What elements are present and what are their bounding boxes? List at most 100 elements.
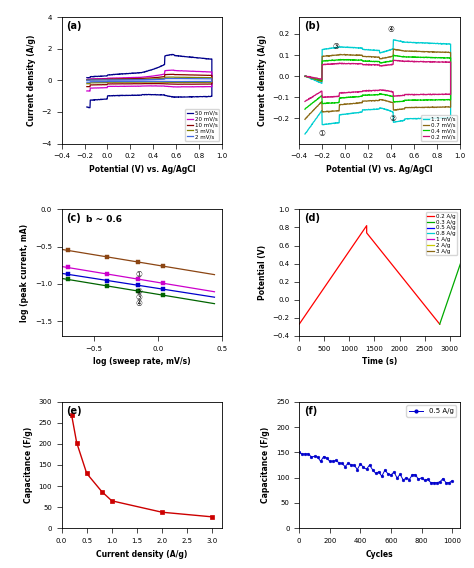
20 mV/s (84, 87, 90, 94)
20 mV/s (144, 82, 150, 89)
5 mV/s (189, 79, 194, 86)
2 mV/s (174, 78, 180, 85)
Line: 0.7 mV/s: 0.7 mV/s (305, 49, 451, 119)
5 mV/s (100, 76, 105, 83)
X-axis label: Cycles: Cycles (366, 549, 393, 558)
Text: (f): (f) (304, 406, 317, 416)
0.7 mV/s (361, 98, 366, 105)
5 mV/s (84, 77, 90, 83)
Line: 10 mV/s: 10 mV/s (87, 74, 212, 87)
0.4 mV/s (302, 73, 308, 80)
1.1 mV/s (302, 131, 308, 137)
0.2 mV/s (366, 87, 372, 94)
Text: (d): (d) (304, 213, 320, 223)
Text: ②: ② (390, 114, 397, 123)
10 mV/s (182, 81, 188, 87)
2 mV/s (189, 78, 194, 85)
5 mV/s (87, 80, 92, 87)
0.2 A/g (437, 321, 443, 328)
50 mV/s (118, 92, 124, 99)
Line: 2 mV/s: 2 mV/s (87, 78, 212, 82)
0.2 mV/s (392, 57, 398, 64)
Text: b ~ 0.6: b ~ 0.6 (86, 215, 122, 224)
0.7 mV/s (302, 73, 308, 80)
0.3 A/g (441, 307, 447, 314)
10 mV/s (189, 81, 194, 87)
0.2 A/g (388, 260, 393, 266)
1.1 mV/s (366, 106, 372, 113)
Line: 0.4 mV/s: 0.4 mV/s (305, 55, 451, 109)
50 mV/s (100, 73, 105, 80)
X-axis label: Potential (V) vs. Ag/AgCl: Potential (V) vs. Ag/AgCl (89, 165, 195, 174)
5 mV/s (169, 74, 175, 81)
Legend: 1.1 mV/s, 0.7 mV/s, 0.4 mV/s, 0.2 mV/s: 1.1 mV/s, 0.7 mV/s, 0.4 mV/s, 0.2 mV/s (421, 115, 457, 141)
2 mV/s (84, 77, 90, 83)
50 mV/s (169, 51, 175, 58)
0.2 mV/s (302, 73, 308, 80)
Line: 5 mV/s: 5 mV/s (87, 77, 212, 83)
0.7 mV/s (302, 116, 308, 123)
0.4 mV/s (302, 106, 308, 112)
Text: ④: ④ (388, 25, 394, 34)
Text: ④: ④ (136, 299, 142, 308)
Legend: 50 mV/s, 20 mV/s, 10 mV/s, 5 mV/s, 2 mV/s: 50 mV/s, 20 mV/s, 10 mV/s, 5 mV/s, 2 mV/… (185, 109, 219, 141)
Line: 0.2 A/g: 0.2 A/g (299, 225, 440, 324)
Text: ③: ③ (332, 42, 339, 51)
20 mV/s (170, 66, 176, 73)
0.7 mV/s (431, 48, 437, 55)
X-axis label: log (sweep rate, mV/s): log (sweep rate, mV/s) (93, 357, 191, 366)
0.3 A/g (447, 289, 453, 296)
10 mV/s (144, 80, 150, 87)
Y-axis label: Potential (V): Potential (V) (258, 245, 267, 300)
0.3 A/g (440, 312, 446, 319)
1.1 mV/s (393, 119, 399, 126)
Legend: 0.2 A/g, 0.3 A/g, 0.5 A/g, 0.8 A/g, 1 A/g, 2 A/g, 3 A/g: 0.2 A/g, 0.3 A/g, 0.5 A/g, 0.8 A/g, 1 A/… (426, 212, 457, 256)
1.1 mV/s (420, 39, 426, 46)
0.4 mV/s (393, 98, 399, 105)
Y-axis label: Current density (A/g): Current density (A/g) (27, 35, 36, 126)
Text: ①: ① (319, 128, 326, 137)
50 mV/s (144, 91, 150, 98)
0.2 mV/s (420, 59, 426, 65)
Text: (c): (c) (66, 213, 81, 223)
0.7 mV/s (420, 48, 426, 55)
2 mV/s (182, 78, 188, 85)
20 mV/s (189, 83, 194, 90)
1.1 mV/s (431, 40, 437, 47)
10 mV/s (100, 76, 105, 83)
Text: ①: ① (136, 270, 142, 279)
0.2 mV/s (393, 93, 399, 99)
20 mV/s (118, 83, 124, 90)
0.2 A/g (305, 307, 311, 314)
0.4 mV/s (431, 54, 437, 61)
0.4 mV/s (366, 91, 372, 98)
Line: 0.3 A/g: 0.3 A/g (440, 225, 474, 324)
50 mV/s (84, 74, 90, 81)
5 mV/s (144, 79, 150, 86)
0.2 A/g (296, 321, 302, 328)
Y-axis label: log (peak current, mA): log (peak current, mA) (20, 224, 29, 321)
0.2 A/g (318, 289, 324, 296)
0.7 mV/s (391, 45, 397, 52)
2 mV/s (171, 75, 176, 82)
2 mV/s (118, 78, 124, 85)
2 mV/s (100, 77, 105, 83)
20 mV/s (84, 76, 90, 83)
5 mV/s (84, 80, 90, 87)
10 mV/s (171, 71, 176, 78)
5 mV/s (174, 79, 180, 86)
0.2 mV/s (332, 60, 337, 67)
2 mV/s (87, 79, 92, 86)
X-axis label: Current density (A/g): Current density (A/g) (96, 549, 188, 558)
0.4 mV/s (361, 92, 366, 99)
50 mV/s (174, 94, 180, 101)
10 mV/s (118, 81, 124, 87)
0.2 mV/s (431, 59, 437, 65)
0.4 mV/s (420, 54, 426, 61)
Y-axis label: Current density (A/g): Current density (A/g) (258, 35, 267, 126)
0.3 A/g (471, 222, 474, 229)
Y-axis label: Capacitance (F/g): Capacitance (F/g) (24, 427, 33, 503)
5 mV/s (182, 79, 188, 86)
10 mV/s (87, 83, 92, 90)
Line: 1.1 mV/s: 1.1 mV/s (305, 40, 451, 134)
